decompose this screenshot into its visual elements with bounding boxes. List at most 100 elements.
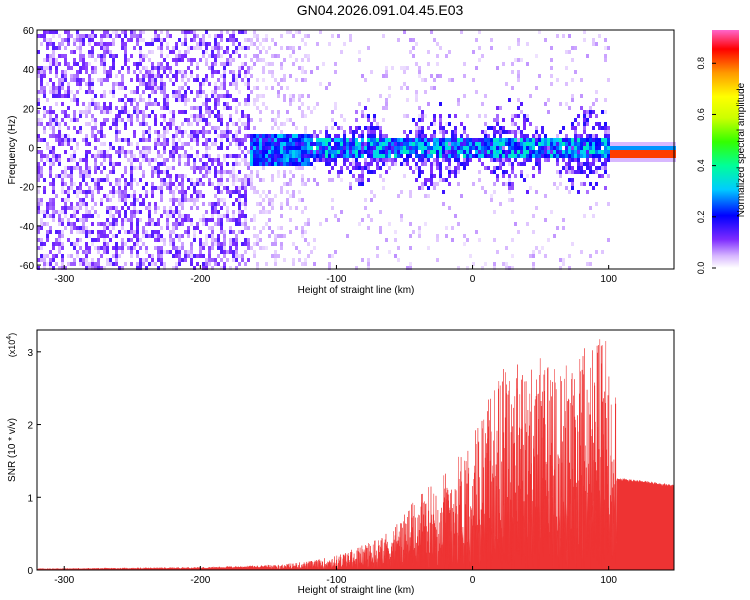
- spectrogram-cell: [202, 54, 205, 58]
- spectrogram-cell: [106, 194, 109, 198]
- spectrogram-cell: [646, 150, 649, 154]
- spectrogram-cell: [583, 118, 586, 122]
- spectrogram-cell: [403, 142, 406, 146]
- spectrogram-cell: [187, 98, 190, 102]
- spectrogram-cell: [376, 142, 379, 146]
- spectrogram-cell: [307, 158, 310, 162]
- spectrogram-cell: [490, 194, 493, 198]
- spectrogram-cell: [211, 158, 214, 162]
- spectrogram-cell: [40, 34, 43, 38]
- spectrogram-cell: [76, 46, 79, 50]
- spectrogram-cell: [277, 150, 280, 154]
- spectrogram-cell: [130, 166, 133, 170]
- spectrogram-cell: [250, 58, 253, 62]
- spectrogram-cell: [352, 142, 355, 146]
- spectrogram-cell: [82, 258, 85, 262]
- spectrogram-cell: [583, 30, 586, 34]
- spectrogram-cell: [112, 118, 115, 122]
- spectrogram-cell: [274, 78, 277, 82]
- spectrogram-cell: [235, 78, 238, 82]
- spectrogram-cell: [100, 94, 103, 98]
- spectrogram-cell: [472, 78, 475, 82]
- spectrogram-cell: [97, 182, 100, 186]
- spectrogram-cell: [181, 94, 184, 98]
- spectrogram-cell: [205, 30, 208, 34]
- spectrogram-cell: [529, 142, 532, 146]
- spectrogram-cell: [259, 210, 262, 214]
- spectrogram-cell: [340, 170, 343, 174]
- spectrogram-cell: [163, 142, 166, 146]
- spectrogram-cell: [232, 42, 235, 46]
- spectrogram-cell: [235, 246, 238, 250]
- spectrogram-cell: [421, 142, 424, 146]
- spectrogram-cell: [220, 206, 223, 210]
- spectrogram-cell: [388, 138, 391, 142]
- spectrogram-cell: [70, 98, 73, 102]
- spectrogram-cell: [124, 54, 127, 58]
- spectrogram-cell: [253, 186, 256, 190]
- spectrogram-cell: [421, 110, 424, 114]
- spectrogram-cell: [124, 214, 127, 218]
- spectrogram-cell: [328, 42, 331, 46]
- spectrogram-cell: [43, 66, 46, 70]
- spectrogram-cell: [604, 138, 607, 142]
- spectrogram-cell: [577, 142, 580, 146]
- spectrogram-cell: [109, 154, 112, 158]
- spectrogram-cell: [193, 234, 196, 238]
- spectrogram-cell: [592, 102, 595, 106]
- spectrogram-cell: [172, 134, 175, 138]
- spectrogram-cell: [166, 222, 169, 226]
- spectrogram-cell: [187, 234, 190, 238]
- spectrogram-cell: [274, 146, 277, 150]
- spectrogram-cell: [346, 158, 349, 162]
- spectrogram-cell: [559, 142, 562, 146]
- spectrogram-cell: [79, 190, 82, 194]
- spectrogram-cell: [190, 262, 193, 266]
- spectrogram-cell: [658, 142, 661, 146]
- spectrogram-cell: [562, 150, 565, 154]
- spectrogram-cell: [418, 114, 421, 118]
- spectrogram-cell: [262, 146, 265, 150]
- spectrogram-cell: [88, 210, 91, 214]
- spectrogram-cell: [193, 230, 196, 234]
- spectrogram-cell: [148, 74, 151, 78]
- spectrogram-cell: [268, 154, 271, 158]
- spectrogram-cell: [448, 170, 451, 174]
- spectrogram-cell: [637, 146, 640, 150]
- spectrogram-cell: [124, 34, 127, 38]
- spectrogram-cell: [304, 42, 307, 46]
- spectrogram-cell: [238, 162, 241, 166]
- spectrogram-cell: [142, 78, 145, 82]
- spectrogram-cell: [271, 146, 274, 150]
- spectrogram-cell: [634, 154, 637, 158]
- spectrogram-cell: [49, 38, 52, 42]
- spectrogram-cell: [235, 106, 238, 110]
- spectrogram-cell: [307, 34, 310, 38]
- spectrogram-cell: [382, 178, 385, 182]
- spectrogram-cell: [301, 162, 304, 166]
- spectrogram-cell: [235, 186, 238, 190]
- spectrogram-cell: [535, 54, 538, 58]
- spectrogram-cell: [523, 150, 526, 154]
- spectrogram-cell: [190, 250, 193, 254]
- spectrogram-cell: [205, 210, 208, 214]
- spectrogram-cell: [289, 142, 292, 146]
- spectrogram-cell: [64, 134, 67, 138]
- spectrogram-cell: [109, 66, 112, 70]
- spectrogram-cell: [301, 230, 304, 234]
- spectrogram-cell: [271, 62, 274, 66]
- spectrogram-cell: [79, 38, 82, 42]
- spectrogram-cell: [127, 158, 130, 162]
- spectrogram-cell: [370, 190, 373, 194]
- spectrogram-cell: [238, 66, 241, 70]
- spectrogram-cell: [58, 62, 61, 66]
- spectrogram-cell: [61, 234, 64, 238]
- spectrogram-cell: [328, 266, 331, 270]
- spectrogram-cell: [271, 70, 274, 74]
- spectrogram-cell: [166, 226, 169, 230]
- spectrogram-cell: [193, 170, 196, 174]
- spectrogram-cell: [232, 78, 235, 82]
- spectrogram-cell: [640, 158, 643, 162]
- spectrogram-cell: [43, 34, 46, 38]
- spectrogram-cell: [490, 198, 493, 202]
